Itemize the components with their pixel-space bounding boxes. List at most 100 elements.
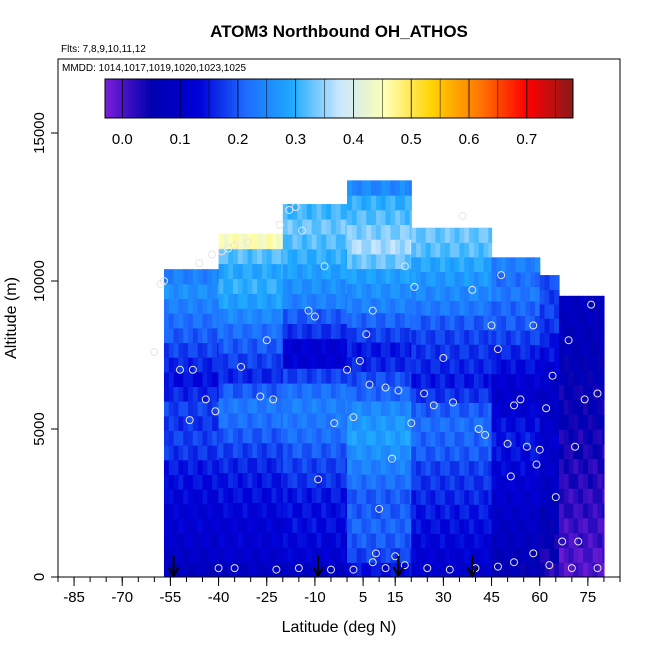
- heatmap-cell: [233, 397, 239, 414]
- heatmap-cell: [444, 315, 451, 331]
- heatmap-cell: [242, 502, 249, 518]
- colorbar-segment: [566, 79, 571, 118]
- colorbar-segment: [315, 79, 320, 118]
- heatmap-cell: [411, 446, 417, 462]
- heatmap-cell: [478, 402, 485, 418]
- heatmap-cell: [233, 382, 239, 399]
- heatmap-cell: [207, 459, 213, 475]
- heatmap-cell: [261, 487, 268, 503]
- heatmap-cell: [282, 427, 289, 444]
- heatmap-cell: [491, 562, 497, 577]
- sample-point: [381, 564, 390, 573]
- heatmap-cell: [385, 547, 391, 563]
- heatmap-cell: [321, 472, 327, 489]
- heatmap-cell: [488, 533, 493, 549]
- heatmap-cell: [287, 308, 294, 324]
- heatmap-cell: [345, 517, 348, 533]
- heatmap-cell: [345, 412, 348, 429]
- heatmap-cell: [216, 547, 220, 563]
- sample-point: [211, 407, 220, 416]
- heatmap-cell: [549, 346, 555, 362]
- heatmap-cell: [449, 271, 456, 287]
- heatmap-cell: [411, 285, 417, 302]
- heatmap-cell: [340, 547, 347, 563]
- heatmap-cell: [404, 253, 411, 270]
- heatmap-cell: [404, 268, 411, 284]
- heatmap-cell: [411, 329, 417, 345]
- heatmap-cell: [380, 503, 387, 519]
- heatmap-cell: [409, 371, 412, 387]
- heatmap-cell: [430, 358, 436, 374]
- heatmap-cell: [163, 533, 170, 549]
- heatmap-cell: [345, 547, 348, 563]
- heatmap-cell: [192, 298, 199, 314]
- heatmap-cell: [371, 312, 377, 328]
- heatmap-cell: [435, 285, 441, 302]
- heatmap-cell: [597, 325, 603, 341]
- heatmap-cell: [390, 180, 396, 196]
- heatmap-cell: [281, 442, 284, 459]
- heatmap-cell: [366, 268, 372, 284]
- y-axis-label: Altitude (m): [3, 277, 20, 359]
- heatmap-cell: [276, 502, 282, 518]
- heatmap-cell: [281, 547, 284, 563]
- heatmap-cell: [400, 297, 406, 314]
- heatmap-cell: [375, 297, 382, 314]
- heatmap-cell: [409, 195, 412, 211]
- heatmap-cell: [197, 459, 204, 475]
- heatmap-cell: [395, 341, 401, 358]
- heatmap-cell: [321, 517, 327, 533]
- heatmap-cell: [534, 562, 541, 577]
- heatmap-cell: [257, 248, 263, 265]
- sample-point: [150, 348, 159, 357]
- heatmap-cell: [558, 355, 565, 371]
- heatmap-cell: [430, 242, 436, 258]
- heatmap-cell: [252, 487, 258, 503]
- heatmap-cell: [578, 384, 584, 400]
- heatmap-cell: [257, 487, 263, 503]
- sample-point: [548, 371, 557, 380]
- heatmap-cell: [375, 430, 382, 446]
- heatmap-cell: [549, 404, 555, 420]
- heatmap-cell: [501, 402, 507, 418]
- heatmap-cell: [491, 300, 497, 317]
- heatmap-cell: [306, 442, 313, 459]
- heatmap-cell: [404, 400, 411, 417]
- heatmap-cell: [592, 458, 599, 474]
- heatmap-cell: [578, 310, 584, 326]
- heatmap-cell: [459, 402, 465, 418]
- heatmap-cell: [282, 218, 289, 235]
- heatmap-cell: [597, 355, 603, 371]
- heatmap-cell: [356, 327, 363, 343]
- dates-label: MMDD: 1014,1017,1019,1020,1023,1025: [62, 63, 246, 74]
- heatmap-cell: [257, 382, 263, 399]
- heatmap-cell: [473, 373, 480, 389]
- heatmap-cell: [411, 489, 417, 505]
- heatmap-cell: [292, 218, 298, 235]
- heatmap-cell: [534, 344, 541, 360]
- heatmap-cell: [597, 562, 603, 577]
- heatmap-cell: [440, 315, 446, 331]
- heatmap-cell: [539, 318, 546, 334]
- heatmap-cell: [212, 503, 218, 519]
- heatmap-cell: [587, 325, 594, 341]
- heatmap-cell: [459, 489, 465, 505]
- heatmap-cell: [178, 327, 184, 344]
- heatmap-cell: [440, 562, 446, 577]
- heatmap-cell: [266, 248, 273, 265]
- heatmap-cell: [597, 295, 603, 312]
- sample-point: [314, 475, 323, 484]
- heatmap-cell: [435, 562, 441, 577]
- heatmap-cell: [554, 332, 560, 348]
- heatmap-cell: [587, 369, 594, 386]
- heatmap-cell: [302, 472, 308, 489]
- heatmap-cell: [282, 457, 289, 474]
- heatmap-cell: [366, 209, 372, 226]
- heatmap-cell: [558, 369, 565, 386]
- heatmap-cell: [223, 368, 229, 384]
- colorbar-segment: [382, 79, 387, 118]
- heatmap-cell: [544, 461, 550, 477]
- heatmap-cell: [464, 547, 470, 564]
- heatmap-cell: [168, 386, 175, 402]
- heatmap-cell: [454, 475, 461, 491]
